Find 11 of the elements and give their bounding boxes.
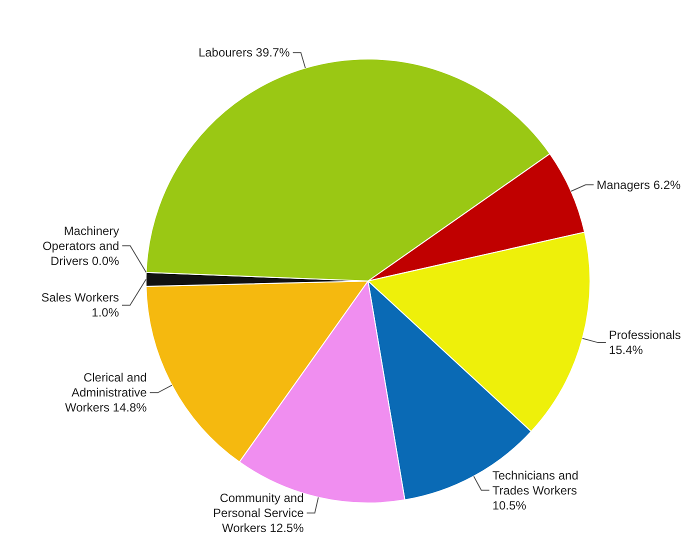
- slice-label: Managers 6.2%: [596, 178, 682, 192]
- data-label: 10.5%: [492, 498, 527, 512]
- data-label: 1.0%: [92, 306, 120, 320]
- slice-label: Sales Workers: [41, 290, 120, 305]
- slice-label: Clerical and Administrative Workers 14.8%: [65, 370, 148, 415]
- slice-label: Community and Personal Service Workers 12.5%: [213, 490, 304, 535]
- slice-label: Labourers 39.7%: [198, 46, 290, 60]
- slice-label: Professionals: [608, 328, 681, 342]
- slice-label: Technicians and Trades Workers: [492, 468, 578, 498]
- category-label: Machinery Operators and Drivers 0.0%: [42, 224, 120, 268]
- data-label: 15.4%: [608, 343, 644, 358]
